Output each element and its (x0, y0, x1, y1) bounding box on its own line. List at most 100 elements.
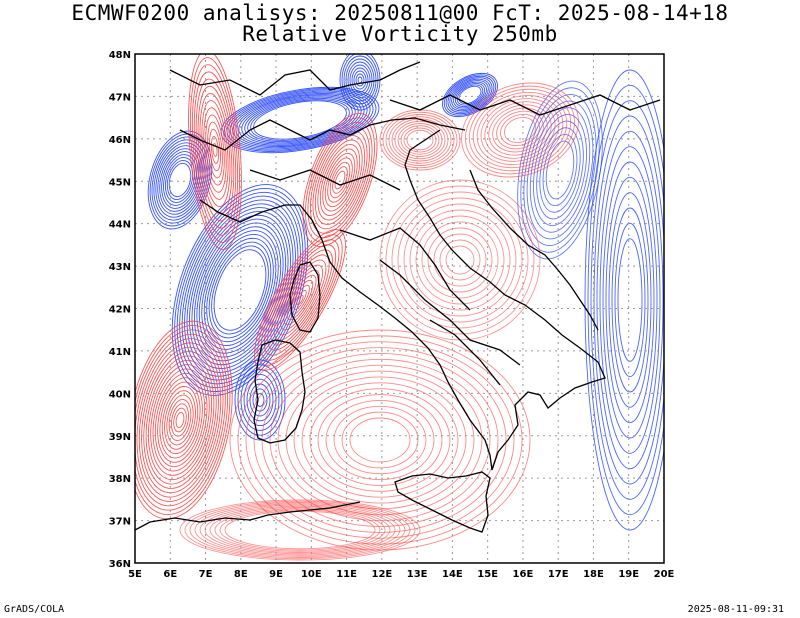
map-frame (134, 53, 665, 564)
positive-vorticity-contour (152, 368, 208, 472)
negative-vorticity-contour (605, 176, 655, 424)
lon-tick-label: 13E (407, 569, 428, 580)
positive-vorticity-contour (168, 398, 192, 442)
lon-tick-label: 8E (234, 569, 248, 580)
lon-tick-label: 14E (442, 569, 463, 580)
positive-vorticity-contour (394, 120, 446, 160)
negative-vorticity-contour (456, 84, 484, 106)
negative-vorticity-contour (163, 154, 197, 206)
negative-vorticity-contour (246, 378, 274, 422)
positive-vorticity-contour (159, 381, 201, 459)
negative-vorticity-contour (590, 100, 664, 500)
positive-vorticity-contour (421, 221, 499, 299)
positive-vorticity-contour (212, 143, 218, 157)
positive-vorticity-contour (388, 116, 452, 164)
positive-vorticity-contour (237, 335, 523, 545)
positive-vorticity-contour (480, 98, 560, 162)
lat-tick-label: 47N (109, 92, 131, 103)
positive-vorticity-contour (445, 245, 475, 275)
positive-vorticity-contour (273, 259, 327, 341)
positive-vorticity-contour (333, 405, 427, 475)
positive-vorticity-contour (135, 333, 226, 507)
negative-vorticity-contour (347, 61, 373, 99)
positive-vorticity-contour (309, 388, 451, 492)
map-title: ECMWF0200 analisys: 20250811@00 FcT: 202… (71, 1, 729, 25)
coast-puglia (404, 129, 606, 399)
positive-vorticity-contour (143, 351, 217, 489)
positive-vorticity-contour (135, 320, 233, 520)
positive-vorticity-contour (166, 394, 194, 446)
coast-corsica (289, 261, 321, 333)
positive-vorticity-contour (332, 166, 348, 194)
negative-vorticity-contour (454, 83, 486, 107)
positive-vorticity-contour (307, 121, 373, 239)
negative-vorticity-contour (147, 130, 213, 230)
negative-vorticity-contour (206, 237, 274, 343)
negative-vorticity-contour (351, 67, 369, 93)
positive-vorticity-contour (170, 403, 190, 437)
negative-vorticity-contour (517, 80, 603, 260)
negative-vorticity-contour (458, 85, 482, 105)
positive-vorticity-contour (317, 139, 363, 221)
lon-tick-label: 18E (583, 569, 604, 580)
positive-vorticity-contour (476, 95, 564, 165)
negative-vorticity-contour (617, 238, 643, 362)
negative-vorticity-contour (168, 162, 192, 198)
positive-vorticity-contour (293, 289, 307, 311)
positive-vorticity-contour (391, 191, 529, 329)
positive-vorticity-contour (135, 325, 231, 515)
lat-tick-label: 41N (109, 347, 131, 358)
positive-vorticity-contour (400, 125, 440, 155)
positive-vorticity-contour (439, 239, 481, 281)
lat-tick-label: 39N (109, 432, 131, 443)
negative-vorticity-contour (442, 72, 498, 118)
positive-vorticity-contour (465, 85, 575, 175)
negative-vorticity-contour (161, 151, 199, 209)
negative-vorticity-contour (237, 364, 283, 436)
border-regions-3 (429, 319, 501, 386)
positive-vorticity-contour (189, 502, 411, 558)
positive-vorticity-contour (141, 346, 219, 494)
coast-france (135, 507, 331, 531)
negative-vorticity-contour (181, 199, 299, 381)
lon-tick-label: 11E (336, 569, 357, 580)
positive-vorticity-contour (496, 110, 544, 150)
positive-vorticity-contour (245, 341, 515, 539)
lat-tick-label: 44N (109, 220, 131, 231)
lon-tick-label: 15E (477, 569, 498, 580)
negative-vorticity-contour (349, 64, 371, 96)
coast-north-africa (329, 501, 361, 509)
longitude-tick-labels: 5E 6E 7E 8E 9E 10E 11E 12E 13E 14E 15E 16E 17E 18E 19E… (128, 569, 674, 580)
negative-vorticity-contour (542, 133, 578, 207)
positive-vorticity-contour (314, 135, 366, 225)
positive-vorticity-contour (334, 170, 346, 190)
positive-vorticity-contour (397, 197, 523, 323)
positive-vorticity-contour (280, 269, 320, 331)
negative-vorticity-contour (447, 77, 493, 113)
positive-vorticity-contour (503, 117, 537, 143)
positive-vorticity-contour (154, 372, 206, 468)
border-regions-1 (339, 227, 471, 311)
positive-vorticity-contour (403, 203, 517, 317)
positive-vorticity-contour (492, 107, 548, 153)
latitude-tick-labels: 36N 37N 38N 39N 40N 41N 42N 43N 44N 45N 46N 47N 48N (109, 50, 131, 570)
credit-label: GrADS/COLA (4, 604, 65, 615)
lat-tick-label: 40N (109, 389, 131, 400)
positive-vorticity-contour (325, 399, 435, 481)
positive-vorticity-contour (293, 376, 467, 504)
negative-vorticity-contour (255, 393, 265, 407)
lon-tick-label: 16E (513, 569, 534, 580)
negative-vorticity-contour (189, 210, 291, 370)
positive-vorticity-contour (500, 113, 540, 147)
map-subtitle: Relative Vorticity 250mb (242, 22, 558, 46)
vorticity-contours (135, 54, 664, 561)
positive-vorticity-contour (341, 411, 419, 469)
negative-vorticity-contour (229, 90, 371, 150)
positive-vorticity-contour (188, 54, 242, 251)
negative-vorticity-contour (587, 84, 664, 516)
positive-vorticity-contour (305, 117, 375, 243)
positive-vorticity-contour (214, 508, 386, 552)
positive-vorticity-contour (317, 394, 443, 486)
negative-vorticity-contour (252, 388, 268, 412)
